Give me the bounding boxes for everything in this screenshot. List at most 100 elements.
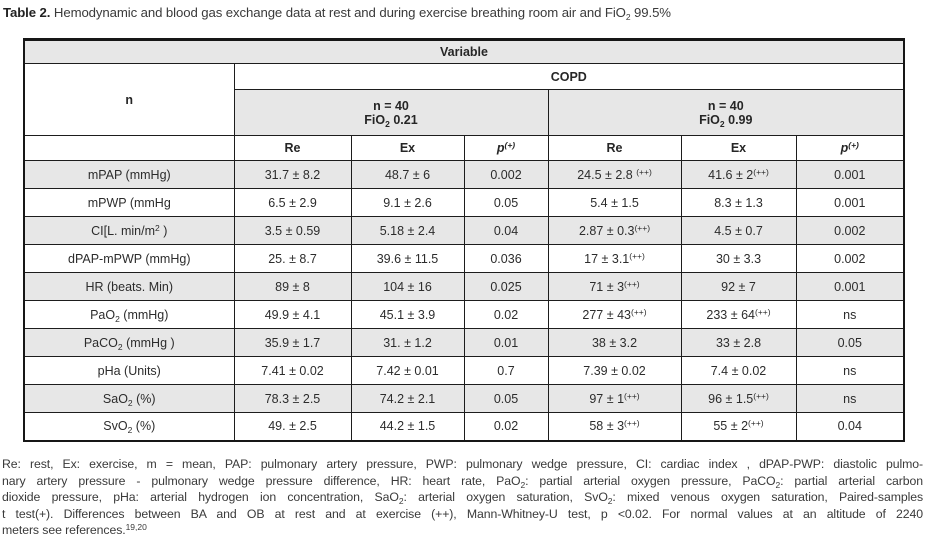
value-cell: 7.41 ± 0.02 bbox=[233, 356, 352, 385]
row-label: SvO2 (%) bbox=[23, 412, 235, 441]
value-cell: 104 ± 16 bbox=[350, 272, 465, 301]
table-row-ci: CI[L. min/m2 ) 3.5 ± 0.59 5.18 ± 2.4 0.0… bbox=[23, 216, 905, 245]
value-cell: 0.05 bbox=[463, 188, 549, 217]
value-cell: 97 ± 1(++) bbox=[547, 384, 682, 413]
value-cell: ns bbox=[795, 356, 905, 385]
table-row-pha: pHa (Units) 7.41 ± 0.02 7.42 ± 0.01 0.7 … bbox=[23, 356, 905, 385]
value-cell: 78.3 ± 2.5 bbox=[233, 384, 352, 413]
col-header-re-oxygen: Re bbox=[547, 135, 682, 161]
subgroup-fio2-label: FiO2 0.21 bbox=[364, 112, 418, 129]
variable-header-cell: Variable bbox=[23, 39, 905, 64]
value-cell: 71 ± 3(++) bbox=[547, 272, 682, 301]
row-label: HR (beats. Min) bbox=[23, 272, 235, 301]
value-cell: 0.02 bbox=[463, 412, 549, 441]
value-cell: 5.18 ± 2.4 bbox=[350, 216, 465, 245]
footnote-line: t test(+). Differences between BA and OB… bbox=[2, 506, 923, 521]
value-cell: 0.001 bbox=[795, 188, 905, 217]
row-label: CI[L. min/m2 ) bbox=[23, 216, 235, 245]
value-cell: 30 ± 3.3 bbox=[680, 244, 797, 273]
row-label: SaO2 (%) bbox=[23, 384, 235, 413]
value-cell: 0.001 bbox=[795, 272, 905, 301]
row-label: PaCO2 (mmHg ) bbox=[23, 328, 235, 357]
col-header-ex-oxygen: Ex bbox=[680, 135, 797, 161]
value-cell: 0.025 bbox=[463, 272, 549, 301]
value-cell: 0.002 bbox=[463, 160, 549, 189]
value-cell: 0.05 bbox=[795, 328, 905, 357]
subgroup-header-row: n = 40 FiO2 0.21 n = 40 FiO2 0.99 bbox=[24, 89, 905, 136]
value-cell: 24.5 ± 2.8 (++) bbox=[547, 160, 682, 189]
table-row-paco2: PaCO2 (mmHg ) 35.9 ± 1.7 31. ± 1.2 0.01 … bbox=[23, 328, 905, 357]
footnote-line: meters see references.19,20 bbox=[2, 522, 147, 538]
table-row-mpap: mPAP (mmHg) 31.7 ± 8.2 48.7 ± 6 0.002 24… bbox=[23, 160, 905, 189]
subgroup-header-fio2-099: n = 40 FiO2 0.99 bbox=[547, 89, 905, 136]
table-number: Table 2. bbox=[3, 5, 51, 20]
table-row-mpwp: mPWP (mmHg 6.5 ± 2.9 9.1 ± 2.6 0.05 5.4 … bbox=[23, 188, 905, 217]
footnote-line: nary artery pressure - pulmonary wedge p… bbox=[2, 473, 923, 490]
value-cell: 0.04 bbox=[463, 216, 549, 245]
row-label: pHa (Units) bbox=[23, 356, 235, 385]
copd-header-cell: COPD bbox=[233, 63, 905, 90]
value-cell: 45.1 ± 3.9 bbox=[350, 300, 465, 329]
table-caption: Table 2. Hemodynamic and blood gas excha… bbox=[3, 5, 671, 22]
row-label: dPAP-mPWP (mmHg) bbox=[23, 244, 235, 273]
n-header-cell: n bbox=[23, 63, 235, 136]
value-cell: 0.04 bbox=[795, 412, 905, 441]
value-cell: 33 ± 2.8 bbox=[680, 328, 797, 357]
value-cell: 49. ± 2.5 bbox=[233, 412, 352, 441]
value-cell: 74.2 ± 2.1 bbox=[350, 384, 465, 413]
value-cell: 0.002 bbox=[795, 216, 905, 245]
col-header-re-air: Re bbox=[233, 135, 352, 161]
group-header-row: n COPD bbox=[23, 63, 905, 136]
subgroup-n-label: n = 40 bbox=[373, 98, 409, 113]
value-cell: 0.002 bbox=[795, 244, 905, 273]
table-row-pao2: PaO2 (mmHg) 49.9 ± 4.1 45.1 ± 3.9 0.02 2… bbox=[23, 300, 905, 329]
subgroup-header-fio2-021: n = 40 FiO2 0.21 bbox=[233, 89, 549, 136]
value-cell: 7.39 ± 0.02 bbox=[547, 356, 682, 385]
footnote-line: Re: rest, Ex: exercise, m = mean, PAP: p… bbox=[2, 457, 923, 471]
col-header-p-air: p(+) bbox=[463, 135, 549, 161]
col-header-ex-air: Ex bbox=[350, 135, 465, 161]
value-cell: 41.6 ± 2(++) bbox=[680, 160, 797, 189]
value-cell: 5.4 ± 1.5 bbox=[547, 188, 682, 217]
value-cell: 89 ± 8 bbox=[233, 272, 352, 301]
column-header-row: Re Ex p(+) Re Ex p(+) bbox=[23, 135, 905, 161]
value-cell: 233 ± 64(++) bbox=[680, 300, 797, 329]
value-cell: 0.05 bbox=[463, 384, 549, 413]
table-caption-text: Hemodynamic and blood gas exchange data … bbox=[53, 5, 671, 22]
value-cell: 277 ± 43(++) bbox=[547, 300, 682, 329]
value-cell: 39.6 ± 11.5 bbox=[350, 244, 465, 273]
corner-cell bbox=[23, 135, 235, 161]
value-cell: ns bbox=[795, 384, 905, 413]
value-cell: 8.3 ± 1.3 bbox=[680, 188, 797, 217]
value-cell: 31.7 ± 8.2 bbox=[233, 160, 352, 189]
value-cell: 17 ± 3.1(++) bbox=[547, 244, 682, 273]
value-cell: 55 ± 2(++) bbox=[680, 412, 797, 441]
subgroup-fio2-label: FiO2 0.99 bbox=[699, 112, 753, 129]
value-cell: 0.02 bbox=[463, 300, 549, 329]
value-cell: 7.4 ± 0.02 bbox=[680, 356, 797, 385]
hemodynamic-data-table: Variable n COPD n = 40 FiO2 0.21 n = 40 … bbox=[23, 38, 906, 442]
value-cell: 58 ± 3(++) bbox=[547, 412, 682, 441]
table-row-svo2: SvO2 (%) 49. ± 2.5 44.2 ± 1.5 0.02 58 ± … bbox=[23, 412, 905, 441]
value-cell: 0.01 bbox=[463, 328, 549, 357]
footnote-line: dioxide pressure, pHa: arterial hydrogen… bbox=[2, 490, 923, 507]
value-cell: 0.7 bbox=[463, 356, 549, 385]
value-cell: 44.2 ± 1.5 bbox=[350, 412, 465, 441]
value-cell: 9.1 ± 2.6 bbox=[350, 188, 465, 217]
table-row-dpap-mpwp: dPAP-mPWP (mmHg) 25. ± 8.7 39.6 ± 11.5 0… bbox=[23, 244, 905, 273]
variable-header-row: Variable bbox=[23, 39, 905, 64]
value-cell: 0.001 bbox=[795, 160, 905, 189]
row-label: mPWP (mmHg bbox=[23, 188, 235, 217]
value-cell: 0.036 bbox=[463, 244, 549, 273]
table-footnote: Re: rest, Ex: exercise, m = mean, PAP: p… bbox=[2, 456, 923, 539]
row-label: mPAP (mmHg) bbox=[23, 160, 235, 189]
value-cell: 35.9 ± 1.7 bbox=[233, 328, 352, 357]
value-cell: 49.9 ± 4.1 bbox=[233, 300, 352, 329]
value-cell: 48.7 ± 6 bbox=[350, 160, 465, 189]
value-cell: 2.87 ± 0.3(++) bbox=[547, 216, 682, 245]
value-cell: 31. ± 1.2 bbox=[350, 328, 465, 357]
value-cell: ns bbox=[795, 300, 905, 329]
value-cell: 92 ± 7 bbox=[680, 272, 797, 301]
value-cell: 3.5 ± 0.59 bbox=[233, 216, 352, 245]
